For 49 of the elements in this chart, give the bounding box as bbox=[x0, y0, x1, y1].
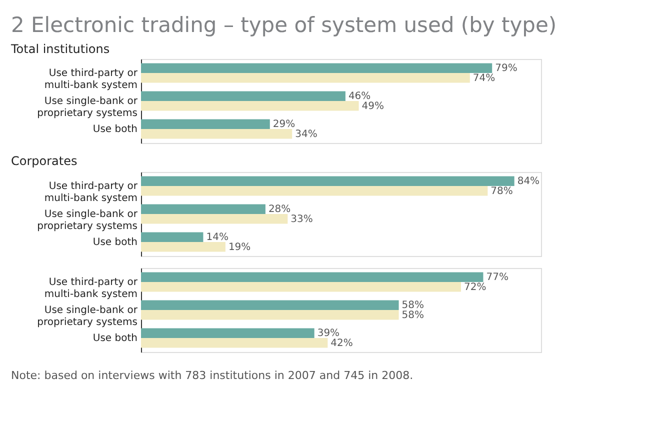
bar bbox=[141, 119, 270, 129]
y-tick-label: Use third-party or multi-bank system bbox=[44, 68, 138, 91]
bar bbox=[141, 214, 288, 224]
data-label: 49% bbox=[362, 100, 384, 112]
data-label: 33% bbox=[290, 214, 313, 225]
bar bbox=[141, 310, 399, 320]
data-label: 58% bbox=[402, 300, 424, 312]
data-label: 34% bbox=[295, 128, 318, 140]
data-label: 19% bbox=[228, 242, 251, 253]
data-label: 78% bbox=[490, 186, 513, 197]
bar bbox=[141, 91, 346, 101]
data-label: 39% bbox=[317, 328, 340, 340]
bar bbox=[141, 338, 328, 348]
data-label: 84% bbox=[517, 176, 540, 188]
bar bbox=[141, 282, 461, 292]
y-tick-label: Use both bbox=[92, 333, 138, 344]
y-tick-label: Use single-bank or proprietary systems bbox=[37, 209, 138, 232]
bar bbox=[141, 63, 492, 73]
bar bbox=[141, 101, 359, 111]
bar bbox=[141, 300, 399, 310]
bar bbox=[141, 272, 484, 282]
chart-subtitle: Total institutions bbox=[10, 42, 110, 56]
data-label: 42% bbox=[330, 338, 353, 349]
data-label: 46% bbox=[348, 91, 371, 102]
data-label: 79% bbox=[495, 63, 518, 74]
y-tick-label: Use third-party or multi-bank system bbox=[44, 181, 138, 204]
chart-title: 2 Electronic trading – type of system used (by type) bbox=[11, 13, 557, 37]
bar bbox=[141, 328, 314, 338]
bar bbox=[141, 242, 226, 252]
y-tick-label: Use single-bank or proprietary systems bbox=[37, 96, 138, 119]
text: Corporates bbox=[11, 154, 78, 168]
bar bbox=[141, 129, 292, 139]
data-label: 74% bbox=[472, 72, 496, 84]
bar bbox=[141, 232, 204, 242]
data-label: 72% bbox=[464, 282, 486, 293]
text: Note: based on interviews with 783 institutions in 2007 and 745 in 2008. bbox=[11, 369, 414, 382]
y-tick-label: Use both bbox=[92, 237, 138, 248]
bar bbox=[141, 73, 470, 83]
bar bbox=[141, 176, 514, 186]
data-label: 77% bbox=[486, 272, 508, 284]
data-label: 28% bbox=[268, 204, 291, 216]
bar bbox=[141, 186, 488, 196]
data-label: 58% bbox=[402, 310, 424, 321]
y-tick-label: Use single-bank or proprietary systems bbox=[37, 305, 138, 328]
data-label: 29% bbox=[272, 119, 296, 130]
y-tick-label: Use third-party or multi-bank system bbox=[44, 277, 138, 300]
bar bbox=[141, 204, 266, 214]
data-label: 14% bbox=[206, 232, 228, 244]
y-tick-label: Use both bbox=[92, 124, 138, 135]
